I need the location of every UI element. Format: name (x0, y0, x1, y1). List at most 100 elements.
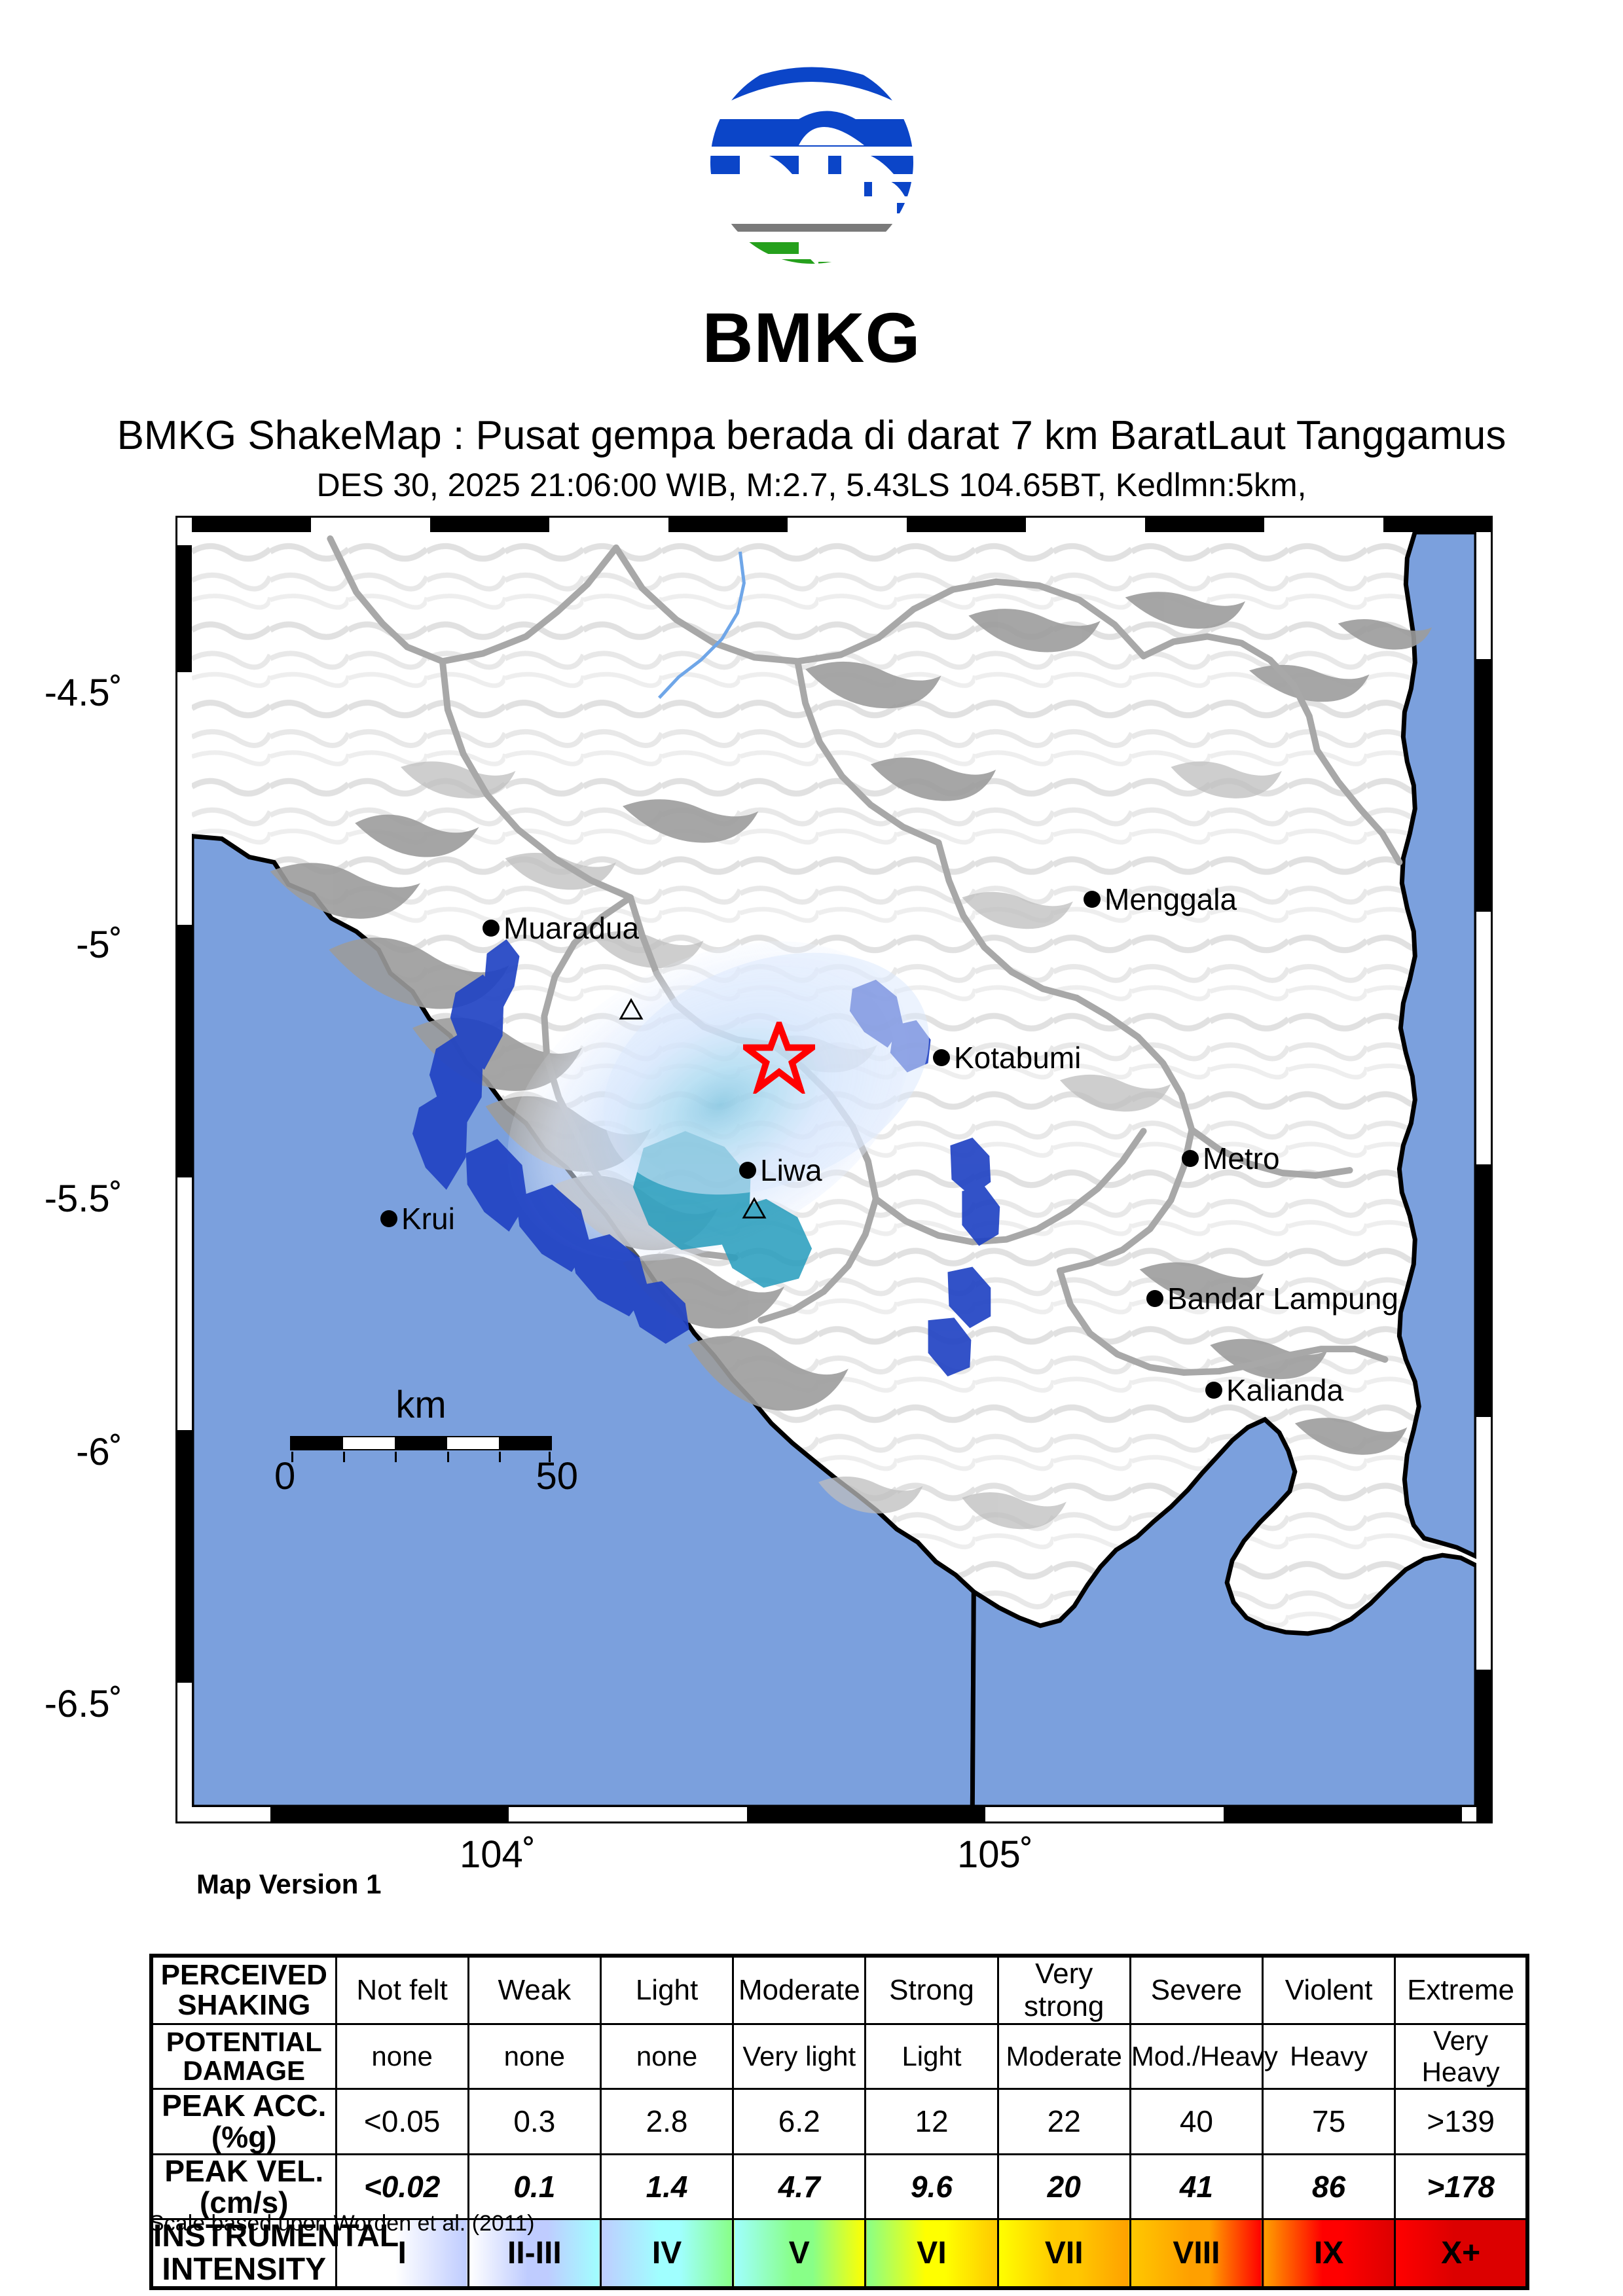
cell-intensity-5: VI (864, 2218, 999, 2289)
bmkg-sun-sea-logo-icon (710, 67, 913, 264)
map-terrain-svg (192, 532, 1476, 1807)
map-version-label: Map Version 1 (196, 1869, 382, 1899)
row-header-peak-vel: PEAK VEL.(cm/s) (150, 2153, 337, 2221)
cell-intensity-2: II-III (467, 2218, 602, 2289)
scalebar-bar (290, 1436, 552, 1462)
cell-acc-6: 22 (996, 2088, 1131, 2155)
city-dot-icon (933, 1049, 950, 1066)
shakemap-map[interactable]: Muaradua Menggala Kotabumi Krui Liwa Met… (175, 516, 1493, 1823)
cell-acc-9: >139 (1394, 2088, 1529, 2155)
map-scalebar: km 0 50 (274, 1383, 578, 1498)
cell-shaking-4: Moderate (732, 1954, 867, 2025)
city-marker-metro[interactable]: Metro (1182, 1143, 1280, 1174)
page-title: BMKG ShakeMap : Pusat gempa berada di da… (117, 413, 1506, 458)
lat-tick--5.5: -5.5˚ (44, 1177, 122, 1220)
cell-vel-2: 0.1 (467, 2153, 602, 2221)
table-row-potential-damage: POTENTIAL DAMAGE none none none Very lig… (150, 2023, 1529, 2090)
cell-damage-7: Mod./Heavy (1129, 2023, 1278, 2090)
row-header-potential-damage: POTENTIAL DAMAGE (150, 2023, 337, 2090)
cell-damage-9: Very Heavy (1394, 2023, 1529, 2090)
row-header-peak-acc: PEAK ACC.(%g) (150, 2088, 337, 2155)
cell-shaking-6: Very strong (996, 1954, 1131, 2025)
lat-tick--6: -6˚ (76, 1431, 122, 1473)
neatline-bottom (177, 1807, 1479, 1821)
cell-intensity-7: VIII (1129, 2218, 1264, 2289)
cell-damage-5: Light (864, 2023, 999, 2090)
city-marker-krui[interactable]: Krui (380, 1204, 455, 1234)
cell-acc-1: <0.05 (335, 2088, 469, 2155)
cell-damage-8: Heavy (1262, 2023, 1396, 2090)
cell-damage-2: none (467, 2023, 602, 2090)
cell-acc-4: 6.2 (732, 2088, 867, 2155)
neatline-top (192, 518, 1491, 532)
cell-vel-7: 41 (1129, 2153, 1264, 2221)
bmkg-wordmark: BMKG (702, 298, 921, 377)
cell-vel-4: 4.7 (732, 2153, 867, 2221)
seismic-station-triangle-icon[interactable] (742, 1197, 767, 1219)
bmkg-logo-block: BMKG (0, 46, 1623, 373)
river-line (657, 551, 746, 699)
table-row-peak-acc: PEAK ACC.(%g) <0.05 0.3 2.8 6.2 12 22 40… (150, 2088, 1529, 2155)
map-canvas[interactable]: Muaradua Menggala Kotabumi Krui Liwa Met… (192, 532, 1476, 1807)
city-dot-icon (1205, 1382, 1222, 1399)
seismic-station-triangle-icon[interactable] (619, 998, 644, 1020)
cell-vel-9: >178 (1394, 2153, 1529, 2221)
cell-intensity-9: X+ (1394, 2218, 1529, 2289)
city-marker-menggala[interactable]: Menggala (1084, 884, 1237, 914)
table-row-instrumental-intensity: INSTRUMENTAL INTENSITY I II-III IV V VI … (150, 2218, 1529, 2289)
epicenter-star-icon[interactable] (743, 1022, 815, 1094)
cell-shaking-5: Strong (864, 1954, 999, 2025)
cell-shaking-2: Weak (467, 1954, 602, 2025)
cell-vel-6: 20 (996, 2153, 1131, 2221)
scalebar-min-label: 0 (274, 1455, 296, 1498)
cell-vel-8: 86 (1262, 2153, 1396, 2221)
city-dot-icon (1084, 891, 1101, 908)
row-header-perceived-shaking: PERCEIVED SHAKING (150, 1954, 337, 2025)
cell-acc-7: 40 (1129, 2088, 1264, 2155)
table-row-perceived-shaking: PERCEIVED SHAKING Not felt Weak Light Mo… (150, 1954, 1529, 2025)
scalebar-unit-label: km (395, 1384, 447, 1426)
cell-damage-6: Moderate (996, 2023, 1131, 2090)
cell-damage-3: none (599, 2023, 735, 2090)
city-marker-kotabumi[interactable]: Kotabumi (933, 1043, 1081, 1073)
neatline-left (177, 518, 192, 1811)
cell-damage-4: Very light (732, 2023, 867, 2090)
scale-credit-note: Scale based upon Worden et al. (2011) (149, 2211, 535, 2236)
cell-intensity-4: V (732, 2218, 867, 2289)
city-marker-kalianda[interactable]: Kalianda (1205, 1375, 1343, 1405)
lon-tick-104: 104˚ (459, 1833, 536, 1876)
cell-intensity-8: IX (1262, 2218, 1396, 2289)
scalebar-labels: 0 50 (274, 1450, 578, 1498)
cell-vel-1: <0.02 (335, 2153, 469, 2221)
city-dot-icon (483, 920, 500, 937)
cell-intensity-1: I (335, 2218, 469, 2289)
cell-damage-1: none (335, 2023, 469, 2090)
cell-shaking-3: Light (599, 1954, 735, 2025)
cell-shaking-9: Extreme (1394, 1954, 1529, 2025)
lat-tick--5: -5˚ (76, 924, 122, 966)
lon-tick-105: 105˚ (957, 1833, 1034, 1876)
city-dot-icon (1182, 1150, 1199, 1167)
city-marker-bandar-lampung[interactable]: Bandar Lampung (1146, 1283, 1398, 1314)
cell-shaking-8: Violent (1262, 1954, 1396, 2025)
cell-acc-8: 75 (1262, 2088, 1396, 2155)
cell-intensity-3: IV (599, 2218, 735, 2289)
city-marker-muaradua[interactable]: Muaradua (483, 913, 639, 943)
city-dot-icon (739, 1162, 756, 1179)
city-marker-liwa[interactable]: Liwa (739, 1155, 822, 1185)
cell-vel-3: 1.4 (599, 2153, 735, 2221)
cell-acc-5: 12 (864, 2088, 999, 2155)
city-label-bandar-lampung: Bandar Lampung (1167, 1282, 1398, 1316)
table-row-peak-vel: PEAK VEL.(cm/s) <0.02 0.1 1.4 4.7 9.6 20… (150, 2153, 1529, 2221)
cell-acc-2: 0.3 (467, 2088, 602, 2155)
city-dot-icon (1146, 1290, 1163, 1307)
page-subtitle: DES 30, 2025 21:06:00 WIB, M:2.7, 5.43LS… (316, 467, 1307, 503)
city-label-kalianda: Kalianda (1226, 1373, 1344, 1407)
city-label-kotabumi: Kotabumi (954, 1041, 1082, 1075)
city-label-metro: Metro (1203, 1141, 1280, 1175)
city-label-menggala: Menggala (1104, 882, 1237, 916)
cell-acc-3: 2.8 (599, 2088, 735, 2155)
cell-shaking-7: Severe (1129, 1954, 1264, 2025)
neatline-right (1476, 532, 1491, 1821)
lat-tick--4.5: -4.5˚ (44, 672, 122, 714)
